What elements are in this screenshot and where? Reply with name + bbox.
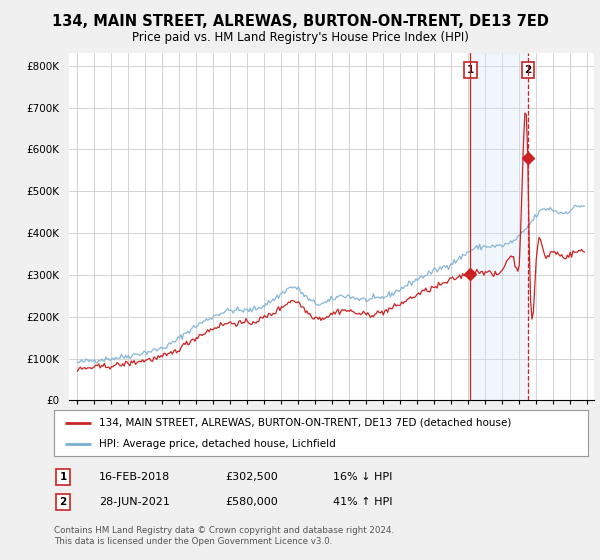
Text: 16% ↓ HPI: 16% ↓ HPI (333, 472, 392, 482)
Text: 2: 2 (59, 497, 67, 507)
Text: Contains HM Land Registry data © Crown copyright and database right 2024.
This d: Contains HM Land Registry data © Crown c… (54, 526, 394, 546)
Text: 28-JUN-2021: 28-JUN-2021 (99, 497, 170, 507)
Text: 16-FEB-2018: 16-FEB-2018 (99, 472, 170, 482)
Text: £580,000: £580,000 (225, 497, 278, 507)
Text: 41% ↑ HPI: 41% ↑ HPI (333, 497, 392, 507)
Text: 134, MAIN STREET, ALREWAS, BURTON-ON-TRENT, DE13 7ED (detached house): 134, MAIN STREET, ALREWAS, BURTON-ON-TRE… (100, 418, 512, 428)
Text: 2: 2 (524, 65, 532, 75)
Text: 134, MAIN STREET, ALREWAS, BURTON-ON-TRENT, DE13 7ED: 134, MAIN STREET, ALREWAS, BURTON-ON-TRE… (52, 14, 548, 29)
Text: £302,500: £302,500 (225, 472, 278, 482)
Text: HPI: Average price, detached house, Lichfield: HPI: Average price, detached house, Lich… (100, 439, 336, 449)
Text: Price paid vs. HM Land Registry's House Price Index (HPI): Price paid vs. HM Land Registry's House … (131, 31, 469, 44)
Text: 1: 1 (59, 472, 67, 482)
Bar (470, 53, 528, 400)
Text: 1: 1 (467, 65, 474, 75)
